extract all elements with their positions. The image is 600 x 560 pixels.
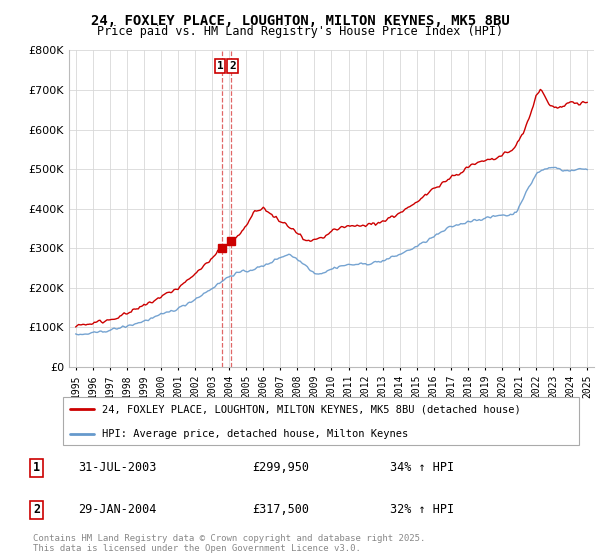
Text: 1: 1 <box>217 61 223 71</box>
Text: £299,950: £299,950 <box>252 461 309 474</box>
FancyBboxPatch shape <box>62 398 580 445</box>
Text: 2: 2 <box>229 61 236 71</box>
Text: 29-JAN-2004: 29-JAN-2004 <box>78 503 157 516</box>
Text: 31-JUL-2003: 31-JUL-2003 <box>78 461 157 474</box>
Text: Contains HM Land Registry data © Crown copyright and database right 2025.
This d: Contains HM Land Registry data © Crown c… <box>33 534 425 553</box>
Text: 24, FOXLEY PLACE, LOUGHTON, MILTON KEYNES, MK5 8BU: 24, FOXLEY PLACE, LOUGHTON, MILTON KEYNE… <box>91 14 509 28</box>
Text: HPI: Average price, detached house, Milton Keynes: HPI: Average price, detached house, Milt… <box>102 428 408 438</box>
Text: 1: 1 <box>33 461 40 474</box>
Text: Price paid vs. HM Land Registry's House Price Index (HPI): Price paid vs. HM Land Registry's House … <box>97 25 503 38</box>
Text: 24, FOXLEY PLACE, LOUGHTON, MILTON KEYNES, MK5 8BU (detached house): 24, FOXLEY PLACE, LOUGHTON, MILTON KEYNE… <box>102 404 521 414</box>
Text: 34% ↑ HPI: 34% ↑ HPI <box>390 461 454 474</box>
Text: 32% ↑ HPI: 32% ↑ HPI <box>390 503 454 516</box>
Text: £317,500: £317,500 <box>252 503 309 516</box>
Text: 2: 2 <box>33 503 40 516</box>
